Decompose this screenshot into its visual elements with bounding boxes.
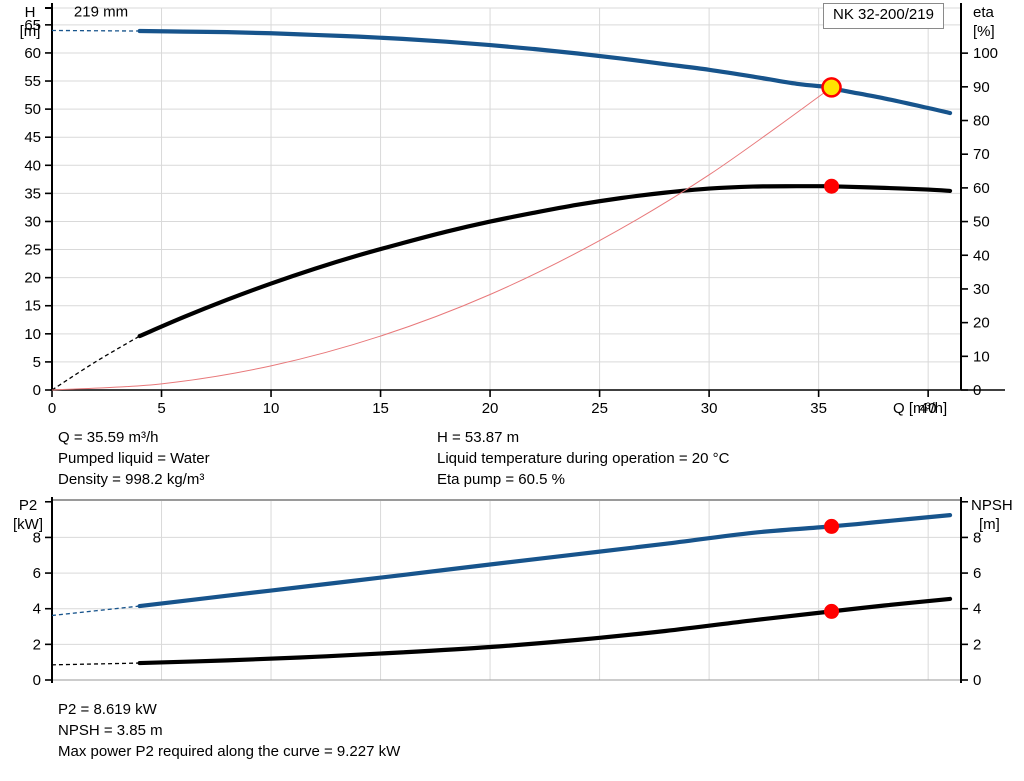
- left-axis-tick-label: 40: [24, 157, 41, 174]
- right-axis-tick-label: 100: [973, 45, 998, 62]
- left-axis-tick-label: 45: [24, 129, 41, 146]
- right-axis-tick-label: 80: [973, 113, 990, 130]
- curve-h-extrapolation-dashed-: [51, 29, 140, 32]
- duty-info-left-line-0: Q = 35.59 m³/h: [58, 429, 159, 446]
- curve-eta-extrapolation-dashed-: [51, 335, 140, 391]
- left-axis-tick-label: 5: [33, 354, 41, 371]
- right-axis-title: eta: [973, 4, 995, 21]
- right-axis-tick-label: 2: [973, 636, 981, 653]
- impeller-size-label: 219 mm: [74, 3, 128, 20]
- power-npsh-plot: 0 2 4 6 8 0 2 4 6 8 P2 [kW] NPSH [m]: [13, 497, 1013, 689]
- duty-point-eta-marker: [824, 178, 840, 194]
- x-axis-tick-label: 20: [482, 400, 499, 417]
- right-axis-tick-label: 0: [973, 672, 981, 689]
- right-axis-tick-label: 50: [973, 214, 990, 231]
- x-axis-tick-label: 30: [701, 400, 718, 417]
- duty-info-right-line-1: Liquid temperature during operation = 20…: [437, 450, 730, 467]
- curve-p2-extrapolation-dashed-: [51, 605, 140, 617]
- left-axis-tick-label: 55: [24, 73, 41, 90]
- left-axis-tick-label: 65: [24, 17, 41, 34]
- left-axis-title: P2: [19, 497, 37, 514]
- left-axis-tick-label: 2: [33, 636, 41, 653]
- right-axis-tick-label: 30: [973, 281, 990, 298]
- duty-info-left-line-2: Density = 998.2 kg/m³: [58, 471, 205, 488]
- right-axis-tick-label: 60: [973, 180, 990, 197]
- duty-info-left-line-1: Pumped liquid = Water: [58, 450, 210, 467]
- right-axis-tick-label: 40: [973, 247, 990, 264]
- right-axis-tick-label: 20: [973, 315, 990, 332]
- duty-info-right: H = 53.87 m Liquid temperature during ope…: [437, 427, 729, 490]
- right-axis-tick-label: 6: [973, 565, 981, 582]
- x-axis-tick-label: 40: [920, 400, 937, 417]
- left-axis-tick-label: 0: [33, 672, 41, 689]
- right-axis-tick-label: 10: [973, 348, 990, 365]
- left-axis-tick-label: 15: [24, 298, 41, 315]
- left-axis-tick-label: 4: [33, 601, 41, 618]
- duty-info-left: Q = 35.59 m³/h Pumped liquid = Water Densi…: [58, 427, 210, 490]
- head-efficiency-chart: 0 5 10 15 20 25 30 35 40 45 50 55 60 65 0 10 20 30 40 50 60 7…: [20, 3, 1005, 417]
- left-axis-tick-label: 6: [33, 565, 41, 582]
- curve-h-219-mm-impeller-: [137, 28, 953, 116]
- right-axis-tick-label: 0: [973, 382, 981, 399]
- right-axis-tick-label: 90: [973, 79, 990, 96]
- left-axis-tick-label: 60: [24, 45, 41, 62]
- power-info-line-1: NPSH = 3.85 m: [58, 722, 163, 739]
- bottom-chart-group: 0 2 4 6 8 0 2 4 6 8 P2 [kW] NPSH [m]: [13, 497, 1013, 689]
- left-axis-tick-label: 8: [33, 529, 41, 546]
- left-axis-tick-label: 30: [24, 213, 41, 230]
- right-axis-unit: [m]: [979, 516, 1000, 533]
- x-axis-tick-label: 5: [157, 400, 165, 417]
- left-axis-tick-label: 10: [24, 326, 41, 343]
- curve-eta-pump-efficiency-: [137, 184, 953, 339]
- left-axis-tick-label: 50: [24, 101, 41, 118]
- x-axis-tick-label: 25: [591, 400, 608, 417]
- x-axis-tick-label: 15: [372, 400, 389, 417]
- head-efficiency-plot: 0510152025303540455055606501020304050607…: [20, 3, 1005, 417]
- pump-model-label: NK 32-200/219: [833, 6, 934, 23]
- duty-point-npsh-marker: [824, 603, 840, 619]
- left-axis-unit: [kW]: [13, 516, 43, 533]
- x-axis-tick-label: 0: [48, 400, 56, 417]
- left-axis-tick-label: 0: [33, 382, 41, 399]
- power-info-line-2: Max power P2 required along the curve = …: [58, 743, 401, 760]
- curve-npsh-extrapolation-dashed-: [51, 662, 140, 666]
- right-axis-tick-label: 70: [973, 146, 990, 163]
- right-axis-tick-label: 8: [973, 529, 981, 546]
- left-axis-tick-label: 20: [24, 270, 41, 287]
- right-axis-unit: [%]: [973, 23, 995, 40]
- top-chart-group: 0510152025303540455055606501020304050607…: [20, 3, 1005, 417]
- x-axis-title: Q [m³/h]: [893, 400, 947, 417]
- right-axis-tick-label: 4: [973, 601, 981, 618]
- duty-point-p2-marker: [824, 518, 840, 534]
- pump-model-badge: NK 32-200/219: [823, 3, 944, 29]
- power-npsh-chart: 0 2 4 6 8 0 2 4 6 8 P2 [kW] NPSH [m]: [0, 492, 1024, 697]
- left-axis-tick-label: 35: [24, 185, 41, 202]
- left-axis-tick-label: 25: [24, 242, 41, 259]
- left-axis-title: H: [25, 4, 36, 21]
- right-axis-title: NPSH: [971, 497, 1013, 514]
- duty-info-right-line-0: H = 53.87 m: [437, 429, 520, 446]
- curve-system-duty-curve: [51, 86, 832, 391]
- x-axis-tick-label: 10: [263, 400, 280, 417]
- power-info-line-0: P2 = 8.619 kW: [58, 701, 157, 718]
- x-axis-tick-label: 35: [810, 400, 827, 417]
- power-info-block: P2 = 8.619 kW NPSH = 3.85 m Max power P2 r…: [58, 699, 400, 762]
- duty-point-head-marker: [821, 77, 842, 98]
- left-axis-unit: [m]: [20, 23, 41, 40]
- duty-info-right-line-2: Eta pump = 60.5 %: [437, 471, 565, 488]
